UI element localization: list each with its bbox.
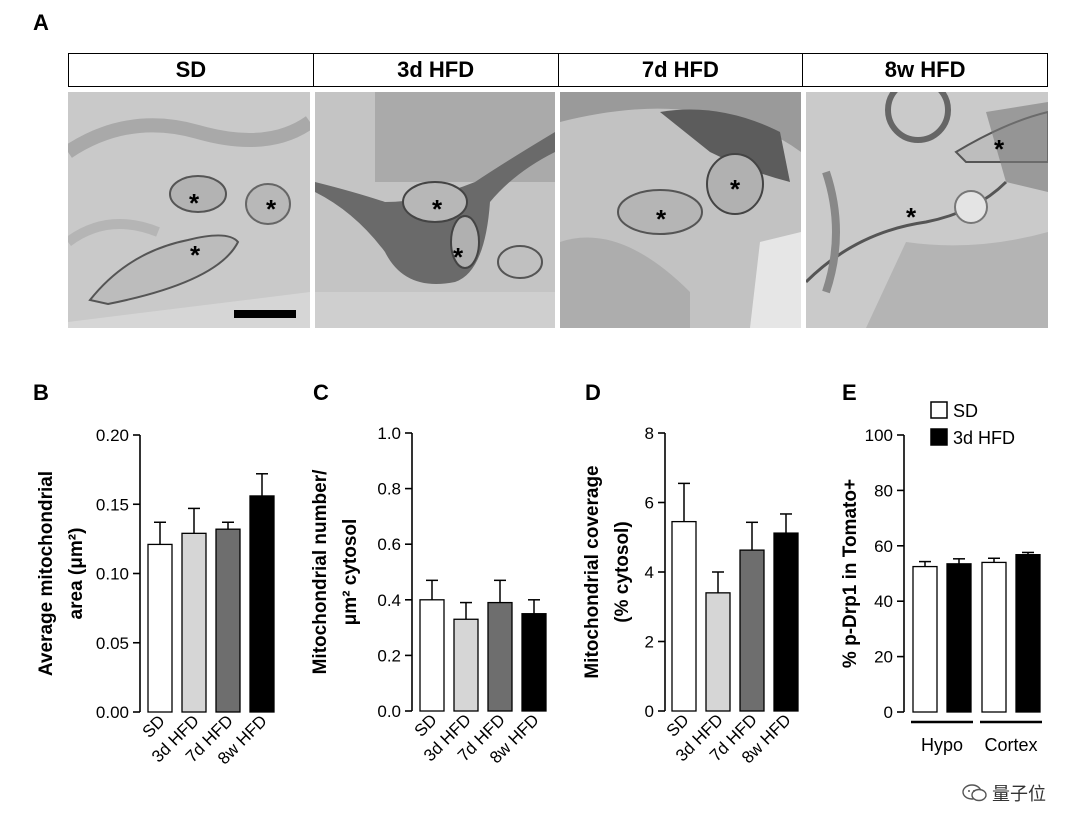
em-image-3d-hfd: * * — [315, 92, 555, 328]
em-image-sd: * * * — [68, 92, 310, 328]
y-tick-label: 4 — [645, 563, 654, 582]
y-tick-label: 6 — [645, 494, 654, 513]
em-image-7d-hfd: * * — [560, 92, 801, 328]
bar — [215, 528, 241, 713]
y-tick-label: 0.20 — [96, 426, 129, 445]
y-tick-label: 0.15 — [96, 495, 129, 514]
bar — [946, 563, 972, 713]
panel-label-b: B — [33, 380, 49, 405]
x-group-label: Hypo — [921, 735, 963, 755]
bar — [981, 561, 1007, 713]
y-tick-label: 1.0 — [377, 424, 401, 443]
asterisk-marker: * — [190, 240, 201, 270]
bar — [912, 565, 938, 713]
panel-label-c: C — [313, 380, 329, 405]
bar — [705, 592, 731, 712]
bar — [181, 532, 207, 713]
y-tick-label: 0.4 — [377, 591, 401, 610]
y-tick-label: 2 — [645, 633, 654, 652]
y-tick-label: 0 — [645, 702, 654, 721]
asterisk-marker: * — [189, 188, 200, 218]
bar — [671, 520, 697, 712]
y-axis-label: area (μm²) — [66, 528, 87, 620]
y-tick-label: 0.00 — [96, 703, 129, 722]
y-tick-label: 0.0 — [377, 702, 401, 721]
bar — [1015, 554, 1041, 713]
legend-swatch — [930, 401, 948, 419]
asterisk-marker: * — [730, 174, 741, 204]
y-tick-label: 100 — [865, 426, 893, 445]
y-tick-label: 8 — [645, 424, 654, 443]
bar — [487, 601, 513, 712]
y-axis-label: (% cytosol) — [612, 521, 633, 622]
asterisk-marker: * — [656, 204, 667, 234]
bar — [521, 613, 547, 712]
chart-b: 0.00 0.05 0.10 0.15 0.20 Average mitochondria… — [36, 426, 275, 768]
y-tick-label: 0 — [884, 703, 893, 722]
y-axis-label: Mitochondrial number/ — [310, 469, 331, 675]
bar — [739, 549, 765, 712]
y-tick-label: 40 — [874, 592, 893, 611]
y-tick-label: 0.05 — [96, 634, 129, 653]
bar — [419, 599, 445, 712]
legend-swatch — [930, 428, 948, 446]
wechat-icon — [962, 784, 987, 802]
bar — [453, 618, 479, 712]
legend-label: SD — [953, 401, 978, 421]
y-axis-label: Mitochondrial coverage — [582, 465, 603, 678]
panel-label-e: E — [842, 380, 857, 405]
y-tick-label: 0.10 — [96, 565, 129, 584]
panel-label-a: A — [33, 10, 49, 35]
y-axis-label: Average mitochondrial — [36, 471, 57, 676]
em-header-row: SD 3d HFD 7d HFD 8w HFD — [68, 53, 1048, 87]
asterisk-marker: * — [266, 194, 277, 224]
asterisk-marker: * — [906, 202, 917, 232]
watermark-text: 量子位 — [992, 784, 1046, 804]
x-group-label: Cortex — [984, 735, 1037, 755]
y-tick-label: 20 — [874, 648, 893, 667]
em-header-7d-hfd: 7d HFD — [559, 54, 804, 86]
y-tick-label: 0.6 — [377, 535, 401, 554]
scale-bar — [234, 310, 296, 318]
asterisk-marker: * — [994, 134, 1005, 164]
y-axis-label: μm² cytosol — [340, 519, 361, 626]
y-tick-label: 60 — [874, 537, 893, 556]
bar — [147, 543, 173, 713]
panel-label-d: D — [585, 380, 601, 405]
em-header-3d-hfd: 3d HFD — [314, 54, 559, 86]
em-header-8w-hfd: 8w HFD — [884, 57, 966, 82]
em-image-8w-hfd: * * — [806, 92, 1048, 328]
y-tick-label: 0.8 — [377, 480, 401, 499]
chart-e: 0 20 40 60 80 100 % p-Drp1 in Tomato+ Hypo Corte… — [840, 401, 1042, 755]
asterisk-marker: * — [453, 242, 464, 272]
bar — [249, 495, 275, 713]
bar — [773, 532, 799, 712]
y-tick-label: 0.2 — [377, 646, 401, 665]
y-axis-label: % p-Drp1 in Tomato+ — [840, 479, 861, 668]
asterisk-marker: * — [432, 194, 443, 224]
chart-c: 0.0 0.2 0.4 0.6 0.8 1.0 Mitochondrial number/μ… — [310, 424, 547, 767]
watermark: 量子位 — [962, 780, 1046, 806]
em-header-sd: SD — [69, 54, 314, 86]
legend-label: 3d HFD — [953, 428, 1015, 448]
y-tick-label: 80 — [874, 481, 893, 500]
